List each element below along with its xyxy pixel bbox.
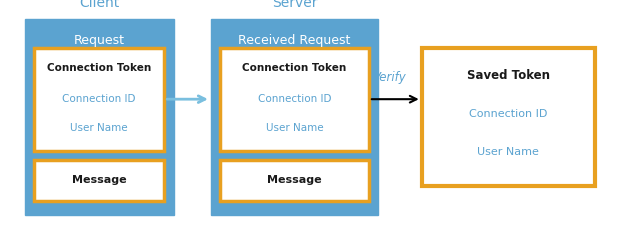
Text: Message: Message	[72, 175, 126, 185]
Text: Received Request: Received Request	[238, 34, 351, 47]
Text: User Name: User Name	[266, 123, 323, 133]
FancyBboxPatch shape	[220, 48, 369, 151]
Text: Connection ID: Connection ID	[469, 109, 547, 119]
Text: Verify: Verify	[372, 71, 406, 84]
Text: Request: Request	[74, 34, 125, 47]
Text: Server: Server	[272, 0, 317, 10]
FancyBboxPatch shape	[34, 160, 164, 201]
Text: Message: Message	[267, 175, 322, 185]
FancyBboxPatch shape	[25, 19, 174, 215]
FancyBboxPatch shape	[422, 48, 595, 186]
FancyBboxPatch shape	[34, 48, 164, 151]
Text: Connection ID: Connection ID	[258, 94, 331, 104]
Text: Connection ID: Connection ID	[63, 94, 136, 104]
Text: Connection Token: Connection Token	[242, 63, 347, 73]
FancyBboxPatch shape	[211, 19, 378, 215]
Text: Connection Token: Connection Token	[47, 63, 151, 73]
FancyBboxPatch shape	[220, 160, 369, 201]
Text: User Name: User Name	[477, 147, 539, 157]
Text: Client: Client	[79, 0, 119, 10]
Text: Saved Token: Saved Token	[467, 69, 550, 82]
Text: User Name: User Name	[71, 123, 128, 133]
